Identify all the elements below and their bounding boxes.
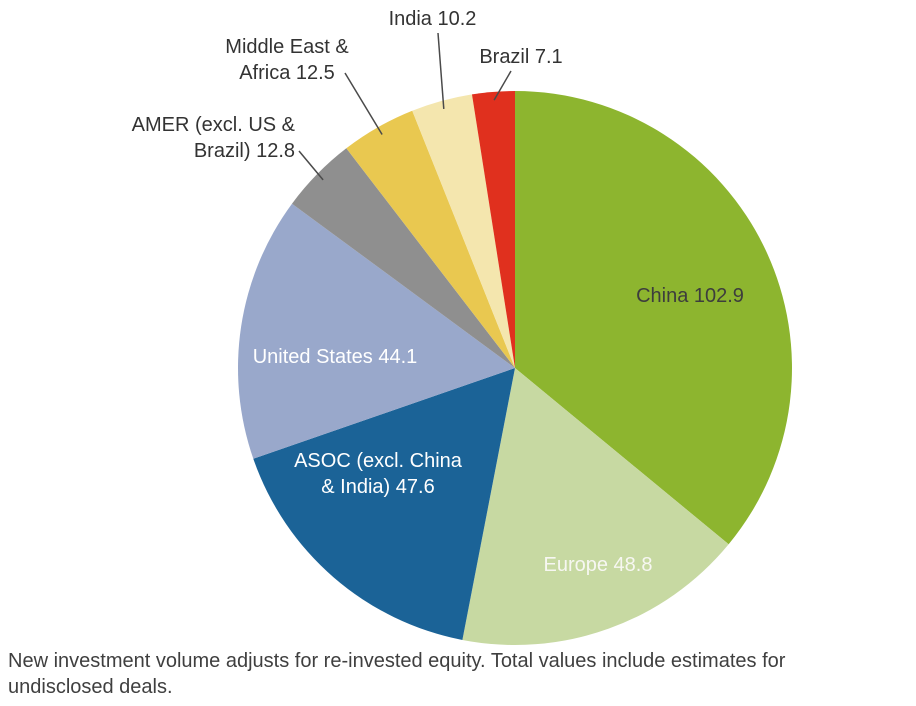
slice-label-middle-east-africa: Middle East & Africa 12.5 — [225, 36, 349, 84]
pie-slice-asoc-excl-china-india — [253, 368, 516, 640]
pie-slice-europe — [462, 368, 729, 646]
slice-label-china: China 102.9 — [636, 285, 744, 307]
slice-label-asoc: ASOC (excl. China & India) 47.6 — [294, 450, 462, 498]
pie-slice-amer-excl-us-brazil — [291, 148, 515, 368]
slice-label-europe: Europe 48.8 — [543, 554, 653, 576]
slice-label-amer: AMER (excl. US & Brazil) 12.8 — [131, 114, 295, 162]
leader-line-india — [437, 32, 445, 109]
chart-footnote: New investment volume adjusts for re-inv… — [8, 650, 786, 698]
leader-line-middle-east-africa — [344, 72, 383, 135]
slice-label-brazil: Brazil 7.1 — [479, 46, 563, 68]
pie-slice-brazil — [471, 91, 515, 368]
leader-line-brazil — [493, 70, 512, 101]
pie-slice-united-states — [237, 203, 515, 459]
slice-label-india: India 10.2 — [388, 8, 477, 30]
pie-slice-china — [515, 91, 792, 545]
pie-slice-india — [412, 94, 515, 369]
pie-slice-middle-east-africa — [346, 110, 515, 369]
slice-label-united-states: United States 44.1 — [252, 346, 418, 368]
leader-line-amer-excl-us-brazil — [298, 150, 324, 181]
